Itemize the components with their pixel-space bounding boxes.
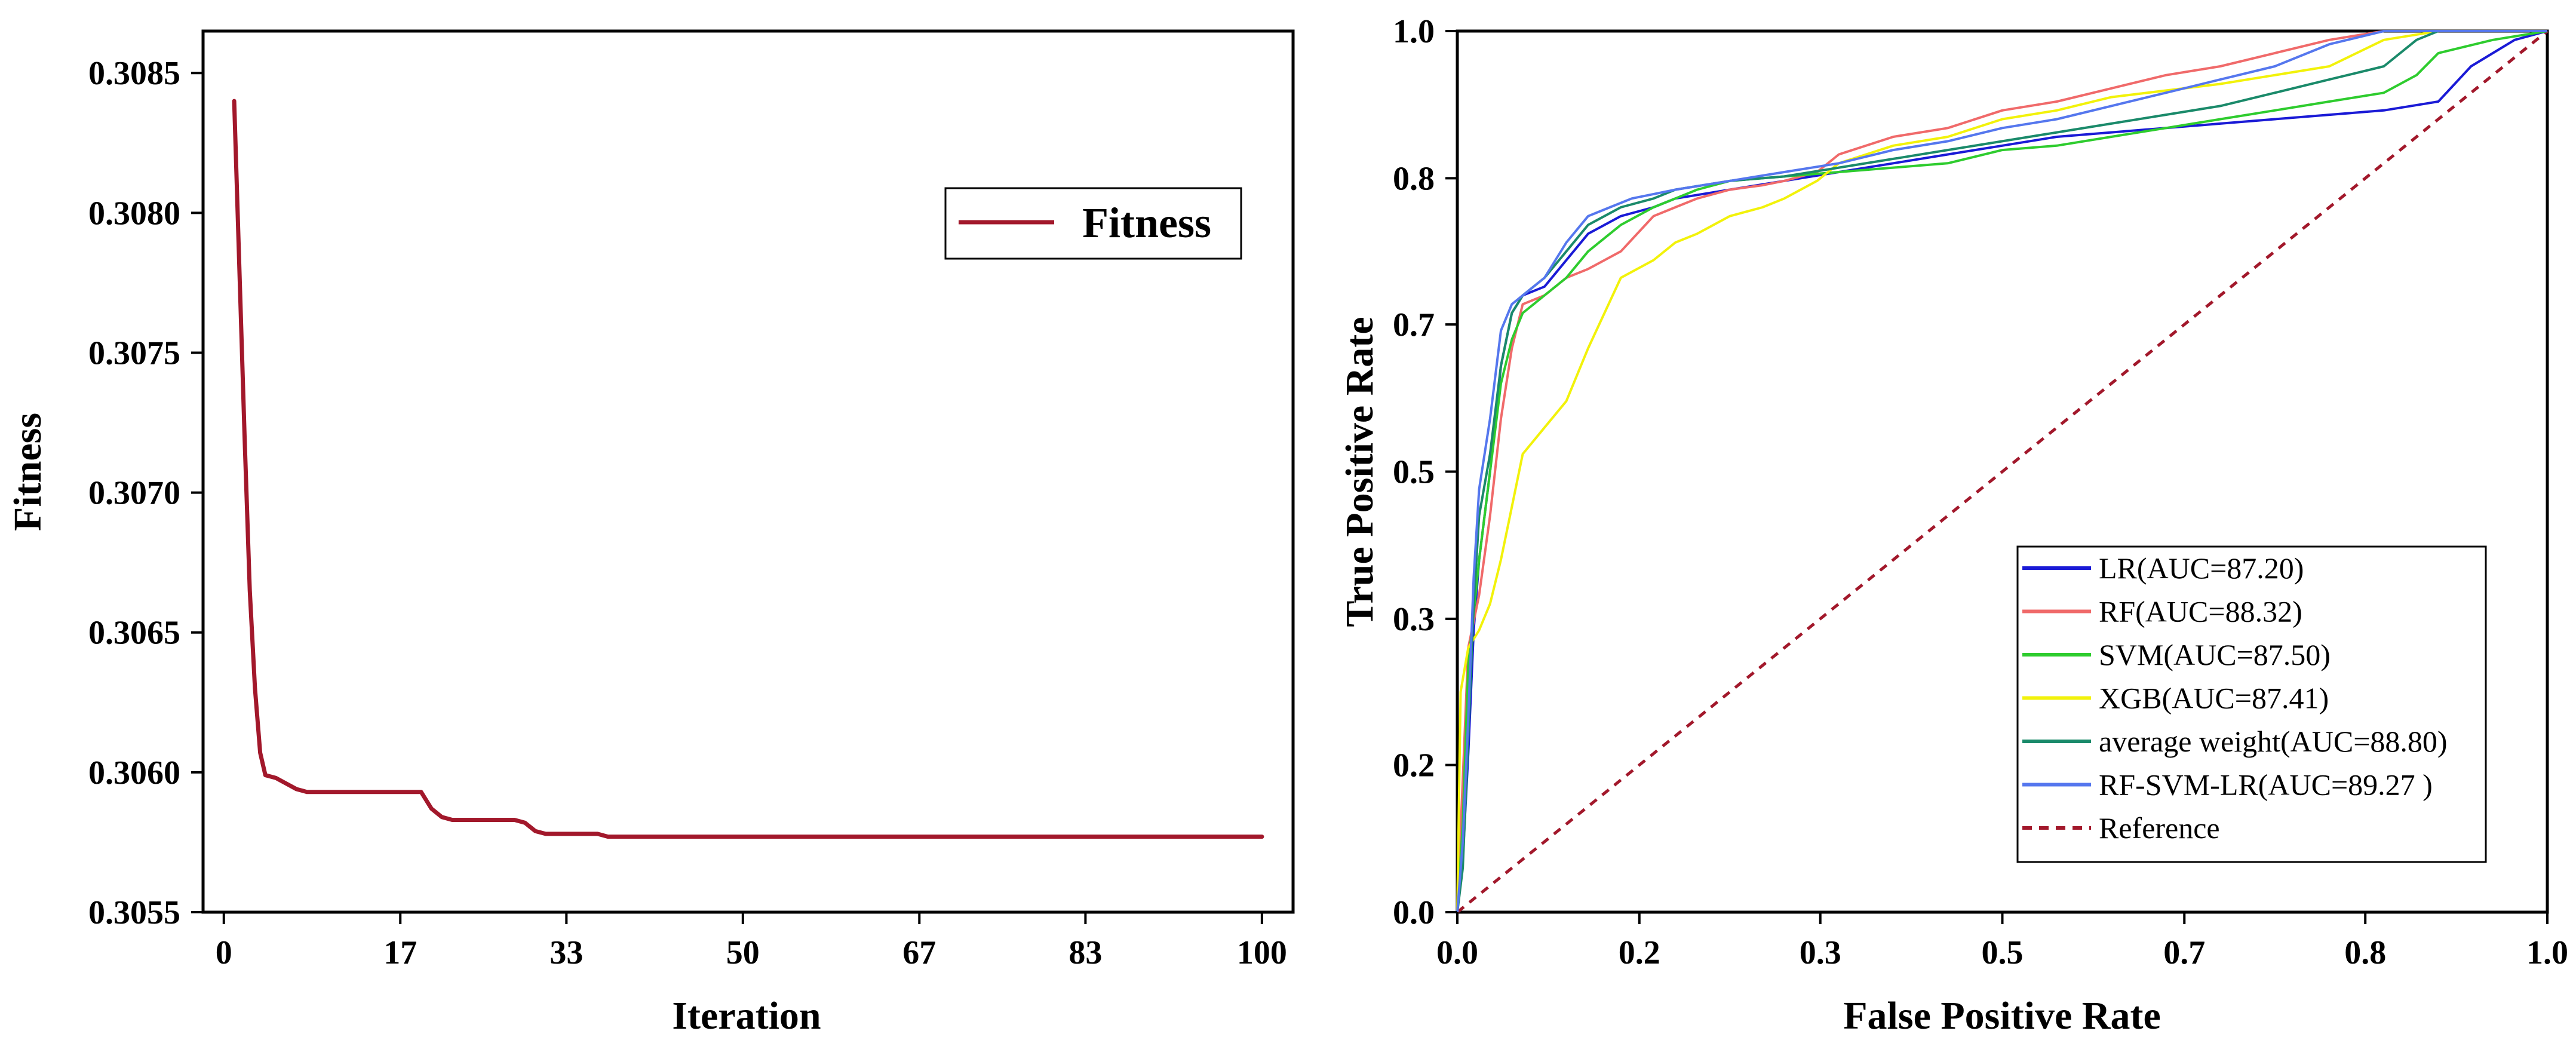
fitness-x-tick-label: 17 bbox=[383, 934, 417, 971]
fitness-legend: Fitness bbox=[944, 187, 1242, 260]
roc-legend-label: RF(AUC=88.32) bbox=[2099, 595, 2302, 628]
roc-legend-label: LR(AUC=87.20) bbox=[2099, 551, 2304, 585]
roc-x-tick-label: 0.8 bbox=[2344, 934, 2386, 971]
fitness-series bbox=[232, 99, 1264, 839]
roc-curve bbox=[1456, 30, 2547, 913]
roc-x-axis-title: False Positive Rate bbox=[1843, 994, 2161, 1038]
roc-x-tick-label: 0.5 bbox=[1982, 934, 2024, 971]
roc-legend-label: SVM(AUC=87.50) bbox=[2099, 638, 2331, 671]
roc-y-tick-label: 0.8 bbox=[1393, 160, 1435, 197]
roc-x-ticks: 0.0 0.2 0.3 0.5 0.7 0.8 1.0 bbox=[1436, 912, 2568, 971]
fitness-x-axis-title: Iteration bbox=[672, 994, 821, 1038]
fitness-plot-frame bbox=[201, 29, 1295, 914]
roc-x-tick-label: 0.2 bbox=[1619, 934, 1660, 971]
roc-legend: LR(AUC=87.20) RF(AUC=88.32) SVM(AUC=87.50)… bbox=[2016, 545, 2487, 863]
fitness-y-tick-label: 0.3070 bbox=[88, 475, 180, 512]
fitness-y-tick-label: 0.3075 bbox=[88, 335, 180, 372]
fitness-y-tick-label: 0.3055 bbox=[88, 894, 180, 931]
fitness-y-axis-title: Fitness bbox=[6, 413, 50, 531]
roc-y-tick-label: 0.3 bbox=[1393, 601, 1435, 638]
fitness-y-tick-label: 0.3060 bbox=[88, 754, 180, 792]
roc-y-tick-label: 0.0 bbox=[1393, 894, 1435, 931]
roc-chart: 0.0 0.2 0.3 0.5 0.7 0.8 1.0 0.0 0.2 0.3 0.5 0.7 0.8… bbox=[1338, 13, 2568, 1038]
fitness-y-ticks: 0.3055 0.3060 0.3065 0.3070 0.3075 0.3080 0.30… bbox=[88, 55, 203, 931]
roc-curve bbox=[1456, 30, 2547, 913]
fitness-x-ticks: 0 17 33 50 67 83 100 bbox=[216, 912, 1287, 971]
roc-curve bbox=[1456, 30, 2547, 913]
roc-legend-label: XGB(AUC=87.41) bbox=[2099, 682, 2329, 715]
fitness-x-tick-label: 83 bbox=[1069, 934, 1102, 971]
roc-y-tick-label: 0.7 bbox=[1393, 306, 1435, 343]
roc-legend-items: LR(AUC=87.20) RF(AUC=88.32) SVM(AUC=87.50)… bbox=[2022, 551, 2448, 845]
roc-x-tick-label: 0.0 bbox=[1436, 934, 1478, 971]
roc-y-axis-title: True Positive Rate bbox=[1338, 317, 1381, 627]
roc-series bbox=[1456, 30, 2549, 913]
roc-curve bbox=[1456, 30, 2547, 913]
fitness-x-tick-label: 0 bbox=[216, 934, 232, 971]
fitness-y-tick-label: 0.3065 bbox=[88, 615, 180, 652]
roc-y-tick-label: 0.2 bbox=[1393, 747, 1435, 784]
roc-y-tick-label: 0.5 bbox=[1393, 454, 1435, 491]
roc-legend-label: RF-SVM-LR(AUC=89.27 ) bbox=[2099, 768, 2433, 802]
roc-legend-box bbox=[2016, 545, 2487, 863]
fitness-x-tick-label: 33 bbox=[549, 934, 583, 971]
fitness-chart: 0 17 33 50 67 83 100 0.30550.30600.30650.30700… bbox=[6, 29, 1295, 1038]
roc-x-tick-label: 0.7 bbox=[2163, 934, 2205, 971]
fitness-x-tick-label: 100 bbox=[1237, 934, 1287, 971]
roc-legend-label: Reference bbox=[2099, 811, 2220, 845]
fitness-series-line bbox=[232, 99, 1264, 839]
fitness-x-tick-label: 67 bbox=[902, 934, 936, 971]
roc-x-tick-label: 0.3 bbox=[1800, 934, 1841, 971]
fitness-y-tick-label: 0.3080 bbox=[88, 195, 180, 232]
fitness-x-tick-label: 50 bbox=[726, 934, 760, 971]
roc-x-tick-label: 1.0 bbox=[2526, 934, 2568, 971]
fitness-legend-label: Fitness bbox=[1082, 199, 1211, 247]
roc-y-ticks: 0.0 0.2 0.3 0.5 0.7 0.8 1.0 bbox=[1393, 13, 1457, 931]
roc-reference-line bbox=[1456, 30, 2549, 913]
fitness-y-tick-label: 0.3085 bbox=[88, 55, 180, 92]
roc-legend-label: average weight(AUC=88.80) bbox=[2099, 725, 2448, 758]
roc-y-tick-label: 1.0 bbox=[1393, 13, 1435, 50]
